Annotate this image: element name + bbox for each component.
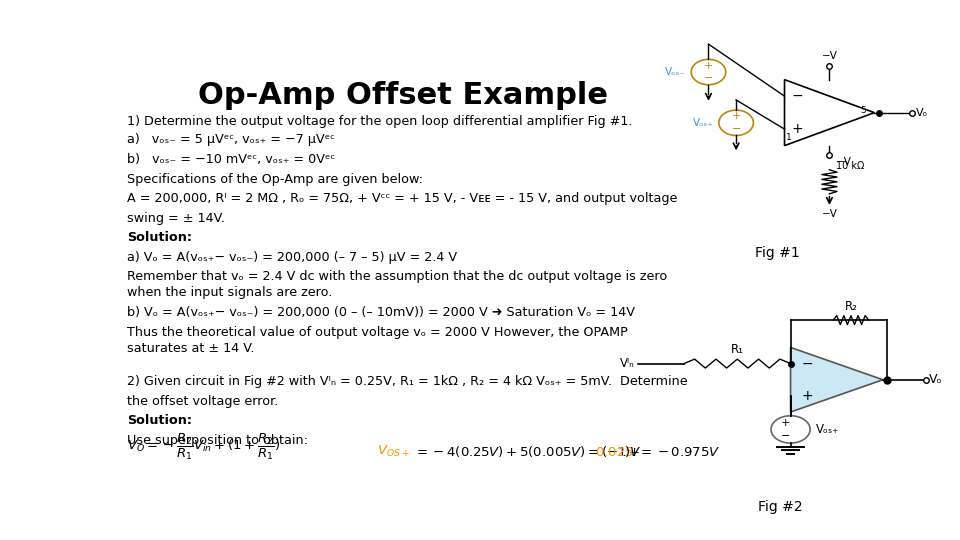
Text: −: − — [791, 89, 804, 103]
Text: −: − — [802, 356, 813, 370]
Text: when the input signals are zero.: when the input signals are zero. — [128, 286, 333, 299]
Text: swing = ± 14V.: swing = ± 14V. — [128, 212, 226, 225]
Text: Vₒ: Vₒ — [929, 373, 943, 386]
Text: $)V = -0.975V$: $)V = -0.975V$ — [624, 443, 721, 458]
Text: Remember that vₒ = 2.4 V dc with the assumption that the dc output voltage is ze: Remember that vₒ = 2.4 V dc with the ass… — [128, 270, 668, 283]
Text: Specifications of the Op-Amp are given below:: Specifications of the Op-Amp are given b… — [128, 173, 423, 186]
Text: saturates at ± 14 V.: saturates at ± 14 V. — [128, 342, 255, 355]
Text: −V: −V — [835, 157, 852, 167]
Polygon shape — [791, 347, 883, 412]
Text: 10 kΩ: 10 kΩ — [835, 161, 864, 171]
Text: Fig #2: Fig #2 — [757, 500, 803, 514]
Text: 1) Determine the output voltage for the open loop differential amplifier Fig #1.: 1) Determine the output voltage for the … — [128, 114, 633, 127]
Text: Thus the theoretical value of output voltage vₒ = 2000 V However, the OPAMP: Thus the theoretical value of output vol… — [128, 326, 628, 339]
Text: 1: 1 — [786, 133, 792, 142]
Text: $= -4(0.25V) + 5(0.005V) = (-1 +$: $= -4(0.25V) + 5(0.005V) = (-1 +$ — [414, 443, 640, 458]
Text: 2) Given circuit in Fig #2 with Vᴵₙ = 0.25V, R₁ = 1kΩ , R₂ = 4 kΩ Vₒₛ₊ = 5mV.  D: 2) Given circuit in Fig #2 with Vᴵₙ = 0.… — [128, 375, 688, 388]
Text: Vₒₛ₊: Vₒₛ₊ — [815, 423, 839, 436]
Text: the offset voltage error.: the offset voltage error. — [128, 395, 278, 408]
Text: a)   vₒₛ₋ = 5 μVᵉᶜ, vₒₛ₊ = −7 μVᵉᶜ: a) vₒₛ₋ = 5 μVᵉᶜ, vₒₛ₊ = −7 μVᵉᶜ — [128, 133, 335, 146]
Text: Vᴵₙ: Vᴵₙ — [619, 357, 635, 370]
Text: −: − — [780, 431, 790, 441]
Text: +: + — [780, 418, 790, 428]
Text: −V: −V — [822, 209, 837, 219]
Text: b)   vₒₛ₋ = −10 mVᵉᶜ, vₒₛ₊ = 0Vᵉᶜ: b) vₒₛ₋ = −10 mVᵉᶜ, vₒₛ₊ = 0Vᵉᶜ — [128, 153, 336, 166]
Text: R₂: R₂ — [845, 300, 857, 313]
Text: +: + — [802, 389, 813, 403]
Text: Use superposition to obtain:: Use superposition to obtain: — [128, 434, 308, 447]
Text: $V_{OS+}$: $V_{OS+}$ — [376, 443, 410, 458]
Text: 5: 5 — [860, 106, 866, 115]
Text: −V: −V — [822, 51, 837, 60]
Text: +: + — [704, 60, 713, 71]
Text: −: − — [704, 73, 713, 83]
Text: Solution:: Solution: — [128, 414, 192, 427]
Text: Solution:: Solution: — [128, 231, 192, 244]
Text: Op-Amp Offset Example: Op-Amp Offset Example — [198, 82, 608, 111]
Text: a) Vₒ = A(vₒₛ₊− vₒₛ₋) = 200,000 (– 7 – 5) μV = 2.4 V: a) Vₒ = A(vₒₛ₊− vₒₛ₋) = 200,000 (– 7 – 5… — [128, 251, 458, 264]
Text: Vₒₛ₋: Vₒₛ₋ — [665, 67, 686, 77]
Text: −: − — [732, 124, 741, 134]
Text: $V_O = -\dfrac{R_2}{R_1}V_{in} + (1 + \dfrac{R_2}{R_1})\,$: $V_O = -\dfrac{R_2}{R_1}V_{in} + (1 + \d… — [128, 431, 281, 462]
Text: Vₒ: Vₒ — [916, 107, 928, 118]
Text: +: + — [791, 122, 804, 136]
Text: A = 200,000, Rᴵ = 2 MΩ , Rₒ = 75Ω, + Vᶜᶜ = + 15 V, - Vᴇᴇ = - 15 V, and output vo: A = 200,000, Rᴵ = 2 MΩ , Rₒ = 75Ω, + Vᶜᶜ… — [128, 192, 678, 205]
Text: Fig #1: Fig #1 — [756, 246, 800, 260]
Text: $0.025$: $0.025$ — [594, 446, 634, 458]
Text: R₁: R₁ — [731, 343, 744, 356]
Text: Vₒₛ₊: Vₒₛ₊ — [693, 118, 713, 128]
Text: b) Vₒ = A(vₒₛ₊− vₒₛ₋) = 200,000 (0 – (– 10mV)) = 2000 V ➜ Saturation Vₒ = 14V: b) Vₒ = A(vₒₛ₊− vₒₛ₋) = 200,000 (0 – (– … — [128, 306, 636, 319]
Text: +: + — [732, 111, 741, 122]
